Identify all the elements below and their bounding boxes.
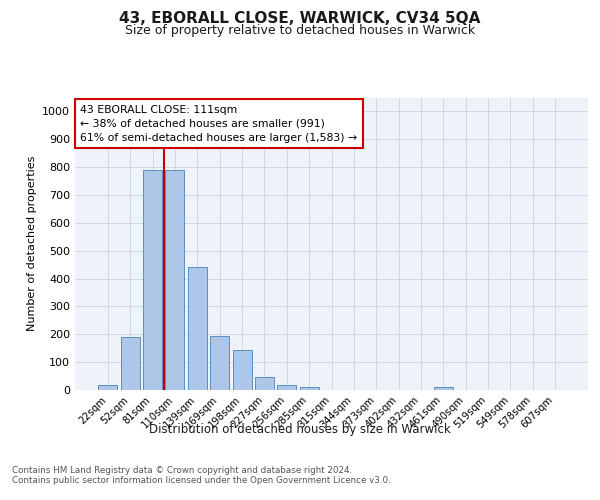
Bar [434,386,453,390]
Bar [233,350,251,390]
Bar [210,336,229,390]
Bar [143,170,162,390]
Text: Distribution of detached houses by size in Warwick: Distribution of detached houses by size … [149,422,451,436]
Text: 43, EBORALL CLOSE, WARWICK, CV34 5QA: 43, EBORALL CLOSE, WARWICK, CV34 5QA [119,11,481,26]
Text: Contains HM Land Registry data © Crown copyright and database right 2024.
Contai: Contains HM Land Registry data © Crown c… [12,466,391,485]
Bar [98,385,118,390]
Bar [277,385,296,390]
Bar [188,268,207,390]
Text: Size of property relative to detached houses in Warwick: Size of property relative to detached ho… [125,24,475,37]
Bar [121,337,140,390]
Bar [299,386,319,390]
Bar [166,170,184,390]
Y-axis label: Number of detached properties: Number of detached properties [26,156,37,332]
Bar [255,377,274,390]
Text: 43 EBORALL CLOSE: 111sqm
← 38% of detached houses are smaller (991)
61% of semi-: 43 EBORALL CLOSE: 111sqm ← 38% of detach… [80,105,357,143]
